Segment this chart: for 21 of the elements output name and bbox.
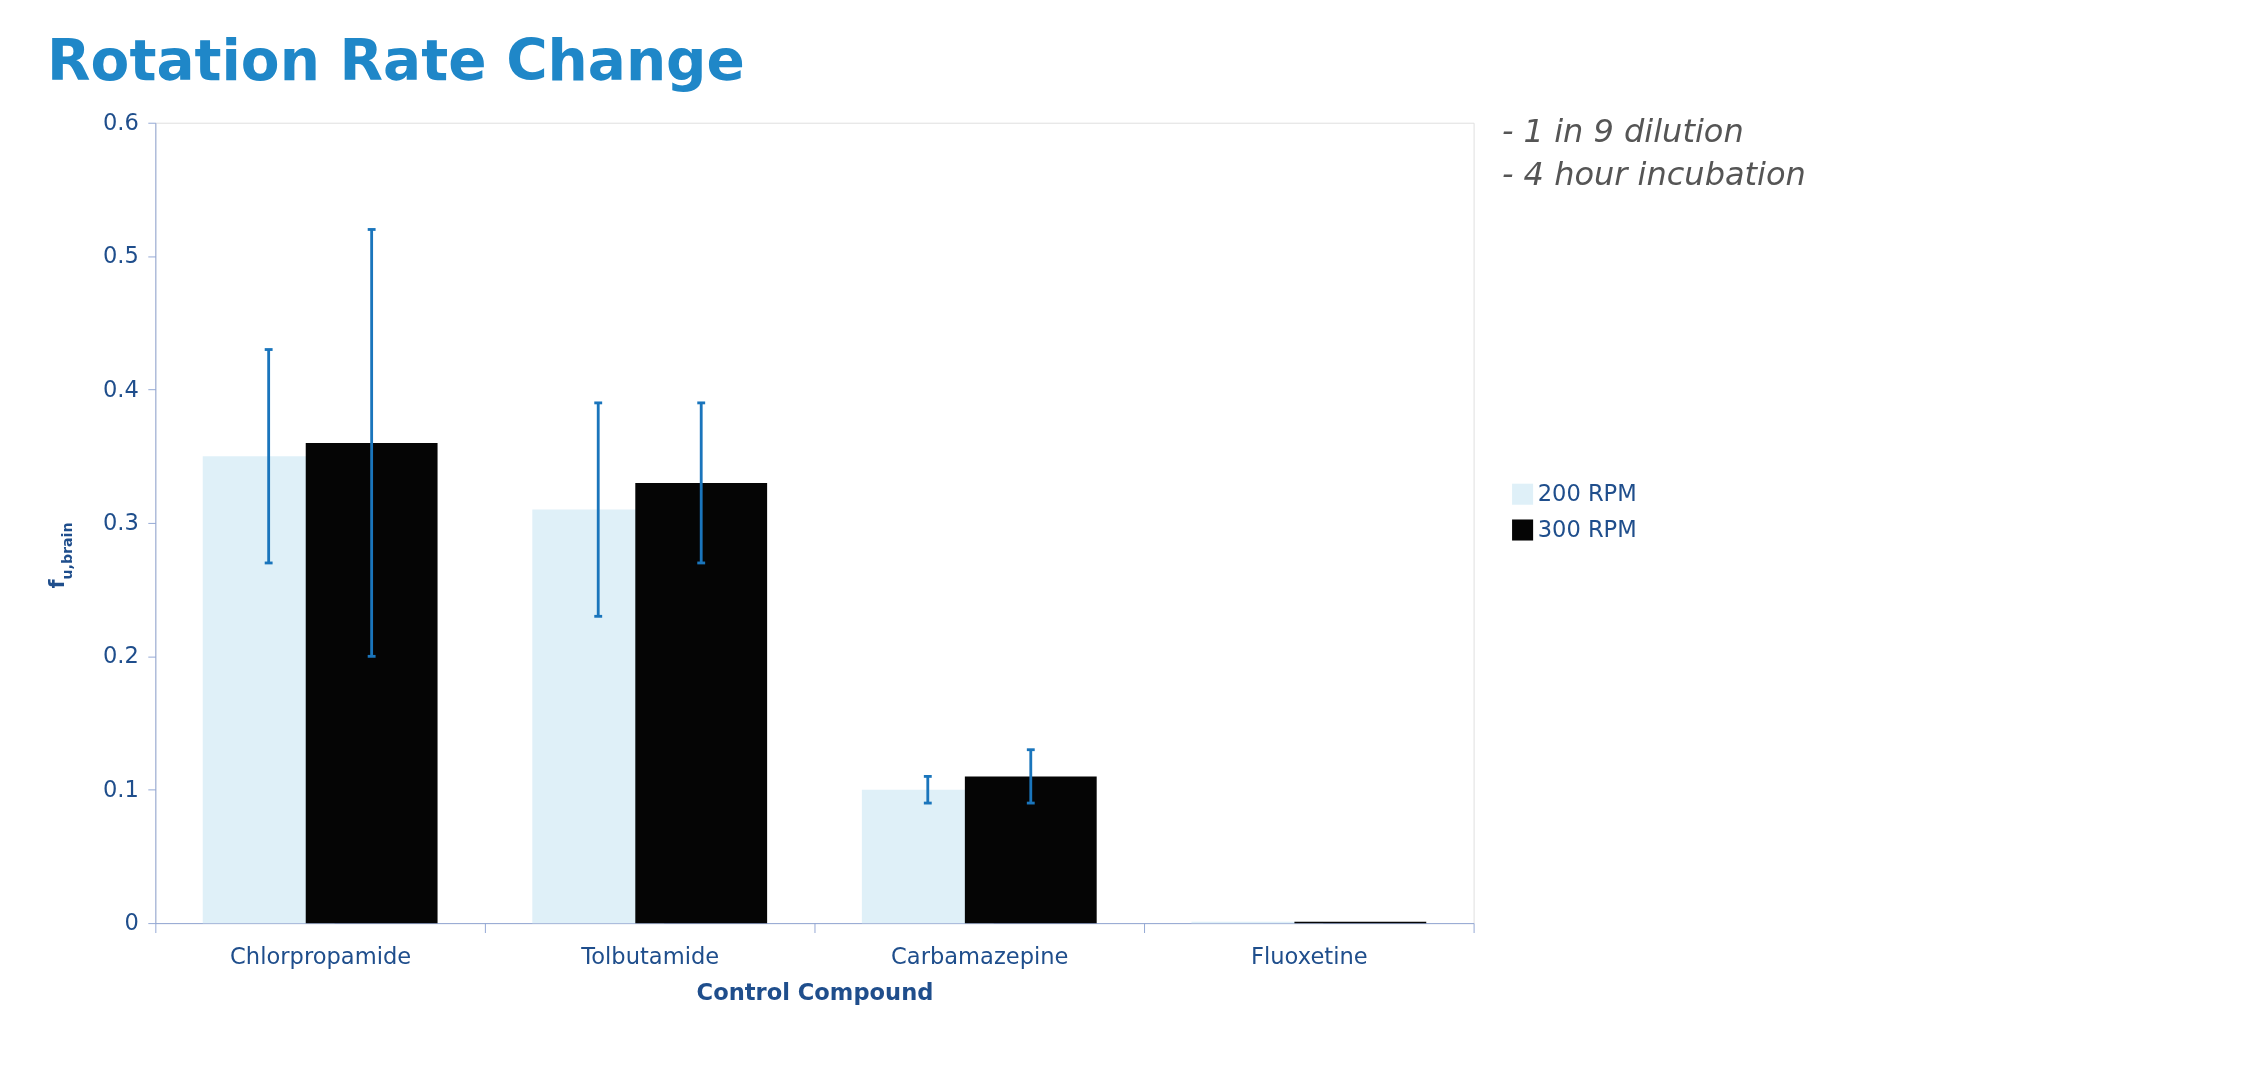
y-tick-label: 0.1 (102, 775, 139, 802)
text: - 1 in 9 dilution (1501, 111, 1744, 150)
x-tick-label: Tolbutamide (580, 943, 720, 970)
text: - 4 hour incubation (1501, 154, 1806, 193)
y-tick-label: 0.2 (102, 642, 139, 669)
bar (305, 442, 438, 924)
y-tick-label: 0.6 (102, 108, 139, 135)
x-axis-title: Control Compound (696, 978, 934, 1005)
x-tick-label: Carbamazepine (891, 943, 1069, 970)
chart-title: Rotation Rate Change (47, 28, 745, 94)
legend-label: 300 RPM (1537, 515, 1637, 542)
x-tick-label: Chlorpropamide (230, 943, 412, 970)
bar (635, 482, 768, 924)
legend-label: 200 RPM (1537, 479, 1637, 506)
x-tick-label: Fluoxetine (1251, 943, 1368, 970)
y-tick-label: 0.3 (102, 509, 139, 535)
y-tick-label: 0.5 (102, 242, 139, 269)
y-tick-label: 0.4 (102, 375, 139, 402)
y-axis-title: fu,brain (45, 522, 75, 589)
bar (964, 776, 1097, 924)
y-tick-label: 0 (124, 909, 139, 936)
